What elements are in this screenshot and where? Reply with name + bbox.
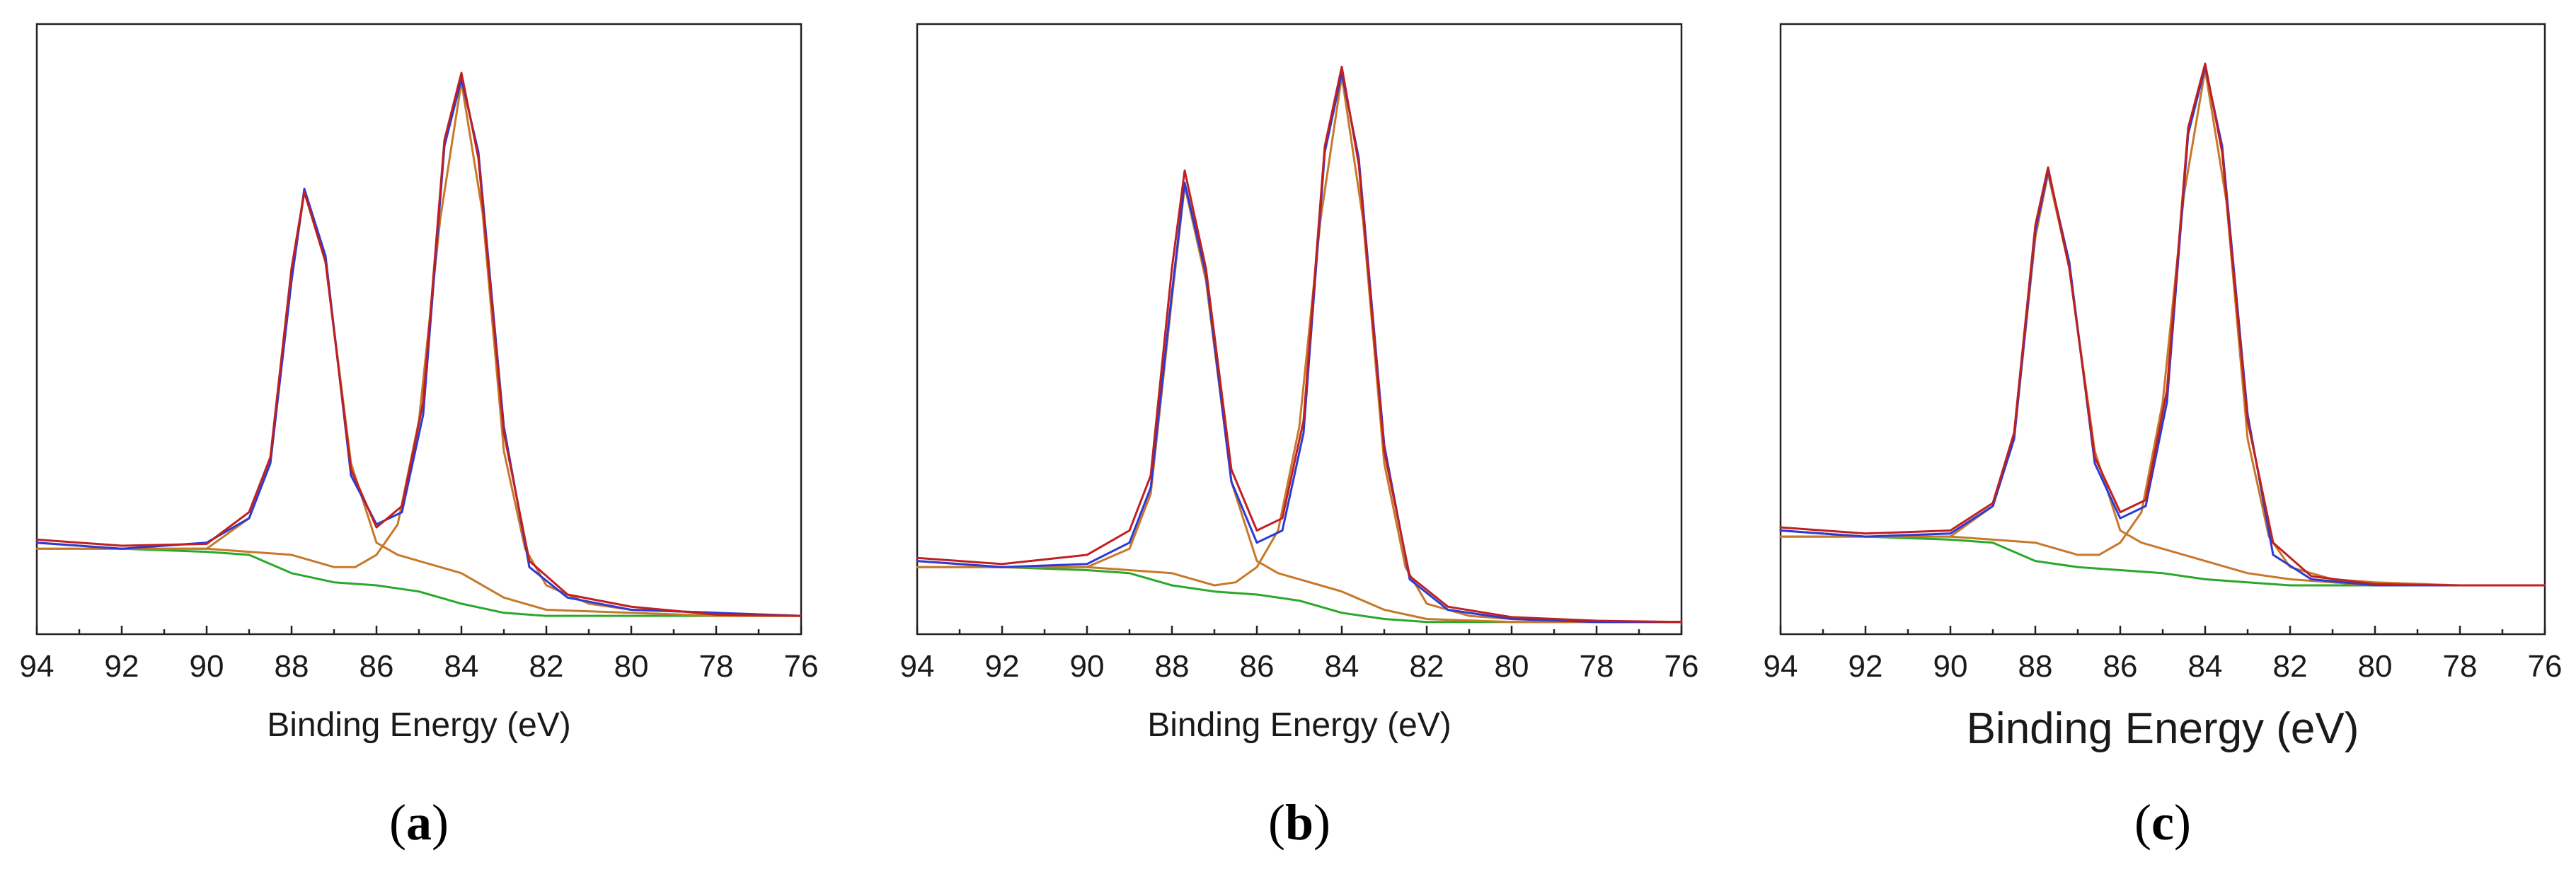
plot-frame: [916, 23, 1683, 636]
x-tick-label: 84: [444, 649, 479, 684]
x-tick-label: 80: [614, 649, 649, 684]
panel-c: 94 92 90 88 86 84 82 80 78 76 Binding Energy (eV) (…: [1764, 23, 2563, 851]
x-tick-label: 94: [20, 649, 54, 684]
x-tick-label: 78: [699, 649, 734, 684]
series-background: [35, 547, 803, 617]
panel-label: (b): [1268, 794, 1330, 851]
x-axis-title: Binding Energy (eV): [1967, 704, 2359, 753]
series-envelope-fit: [916, 71, 1683, 624]
series-component-right: [35, 81, 803, 617]
series-raw-data: [916, 65, 1683, 624]
x-tick-label: 92: [105, 649, 139, 684]
series-component-left: [35, 190, 803, 617]
series-raw-data: [35, 71, 803, 617]
x-tick-label: 84: [1325, 649, 1359, 684]
x-axis-title: Binding Energy (eV): [267, 706, 571, 744]
series-component-right: [1779, 69, 2546, 587]
series-envelope-fit: [1779, 65, 2546, 587]
x-tick-label: 86: [2103, 649, 2138, 684]
x-tick-label: 94: [1764, 649, 1798, 684]
x-tick-label: 92: [1848, 649, 1883, 684]
x-tick-label: 90: [1933, 649, 1968, 684]
x-tick-label: 76: [2528, 649, 2563, 684]
x-tick-label: 92: [985, 649, 1020, 684]
panel-label: (a): [389, 794, 449, 851]
x-tick-label: 82: [1410, 649, 1444, 684]
x-tick-label: 86: [360, 649, 394, 684]
panel-label: (c): [2134, 794, 2191, 851]
x-tick-label: 84: [2188, 649, 2223, 684]
x-tick-label: 88: [275, 649, 309, 684]
x-tick-label: 82: [2273, 649, 2308, 684]
x-tick-label: 90: [190, 649, 224, 684]
x-tick-label: 88: [1155, 649, 1190, 684]
x-tick-label: 94: [900, 649, 935, 684]
plot-frame: [35, 23, 803, 636]
series-background: [1779, 535, 2546, 587]
panel-b: 94 92 90 88 86 84 82 80 78 76 Binding Energy (eV) (…: [900, 23, 1699, 851]
x-tick-label: 90: [1070, 649, 1105, 684]
x-tick-label: 80: [1495, 649, 1529, 684]
plot-frame: [1779, 23, 2546, 636]
panel-letter: b: [1285, 794, 1313, 851]
series-envelope-fit: [35, 78, 803, 617]
panel-a: 94 92 90 88 86 84 82 80 78 76 Binding Energy (eV) (…: [20, 23, 819, 851]
series-component-left: [916, 184, 1683, 624]
x-tick-label: 78: [2443, 649, 2478, 684]
x-tick-label: 88: [2018, 649, 2053, 684]
x-tick-label: 86: [1240, 649, 1275, 684]
panel-letter: a: [406, 794, 432, 851]
series-raw-data: [1779, 62, 2546, 587]
x-tick-label: 76: [784, 649, 819, 684]
x-tick-label: 80: [2358, 649, 2393, 684]
x-tick-label: 78: [1580, 649, 1614, 684]
x-axis-title: Binding Energy (eV): [1147, 706, 1451, 744]
x-tick-label: 76: [1664, 649, 1699, 684]
series-background: [916, 566, 1683, 624]
panel-letter: c: [2151, 794, 2174, 851]
series-component-right: [916, 74, 1683, 624]
x-tick-label: 82: [529, 649, 564, 684]
series-component-left: [1779, 172, 2546, 587]
